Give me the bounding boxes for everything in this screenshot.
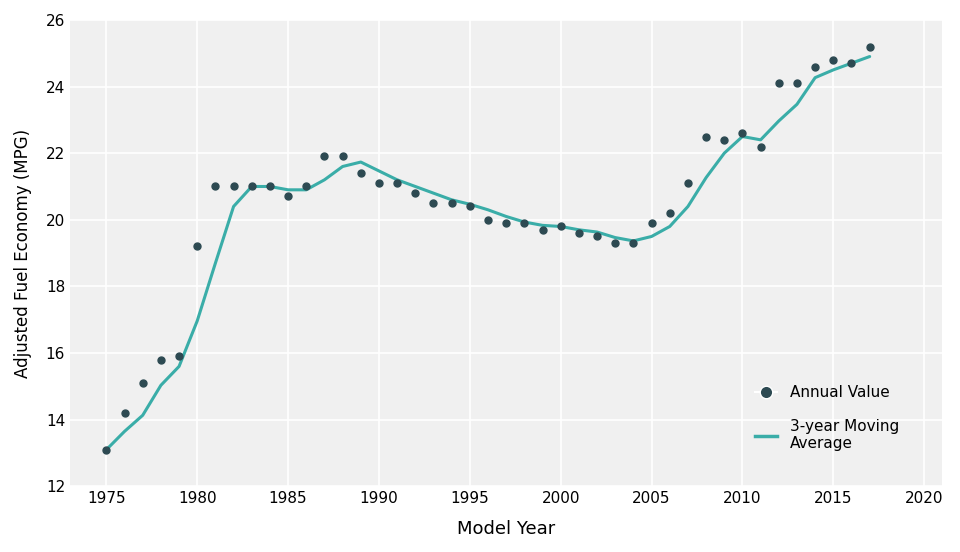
Point xyxy=(807,62,823,71)
Point xyxy=(189,242,204,251)
Point xyxy=(207,182,223,191)
Point xyxy=(426,199,442,208)
Point xyxy=(498,219,514,227)
Point xyxy=(626,238,641,247)
Point xyxy=(516,219,532,227)
Point xyxy=(789,79,804,88)
Point xyxy=(681,179,696,188)
Point xyxy=(299,182,314,191)
Point xyxy=(154,355,169,364)
Point xyxy=(244,182,259,191)
Point xyxy=(826,55,841,64)
X-axis label: Model Year: Model Year xyxy=(457,520,555,538)
Point xyxy=(535,225,550,234)
Point xyxy=(462,202,477,211)
Point xyxy=(553,222,568,231)
Point xyxy=(353,169,369,178)
Point xyxy=(662,209,678,217)
Point xyxy=(135,379,151,388)
Point xyxy=(335,152,350,161)
Point xyxy=(608,238,623,247)
Point xyxy=(844,59,859,68)
Point xyxy=(444,199,459,208)
Point xyxy=(317,152,332,161)
Point xyxy=(589,232,605,241)
Point xyxy=(753,142,768,151)
Point xyxy=(408,189,423,198)
Point xyxy=(699,132,714,141)
Point xyxy=(390,179,405,188)
Y-axis label: Adjusted Fuel Economy (MPG): Adjusted Fuel Economy (MPG) xyxy=(13,129,32,378)
Legend: Annual Value, 3-year Moving
Average: Annual Value, 3-year Moving Average xyxy=(736,367,917,469)
Point xyxy=(644,219,660,227)
Point xyxy=(99,445,114,454)
Point xyxy=(571,229,587,237)
Point xyxy=(734,129,750,137)
Point xyxy=(771,79,786,88)
Point xyxy=(172,352,187,361)
Point xyxy=(262,182,277,191)
Point xyxy=(480,215,495,224)
Point xyxy=(117,408,132,417)
Point xyxy=(372,179,387,188)
Point xyxy=(226,182,241,191)
Point xyxy=(716,135,732,144)
Point xyxy=(862,42,877,51)
Point xyxy=(280,192,296,201)
